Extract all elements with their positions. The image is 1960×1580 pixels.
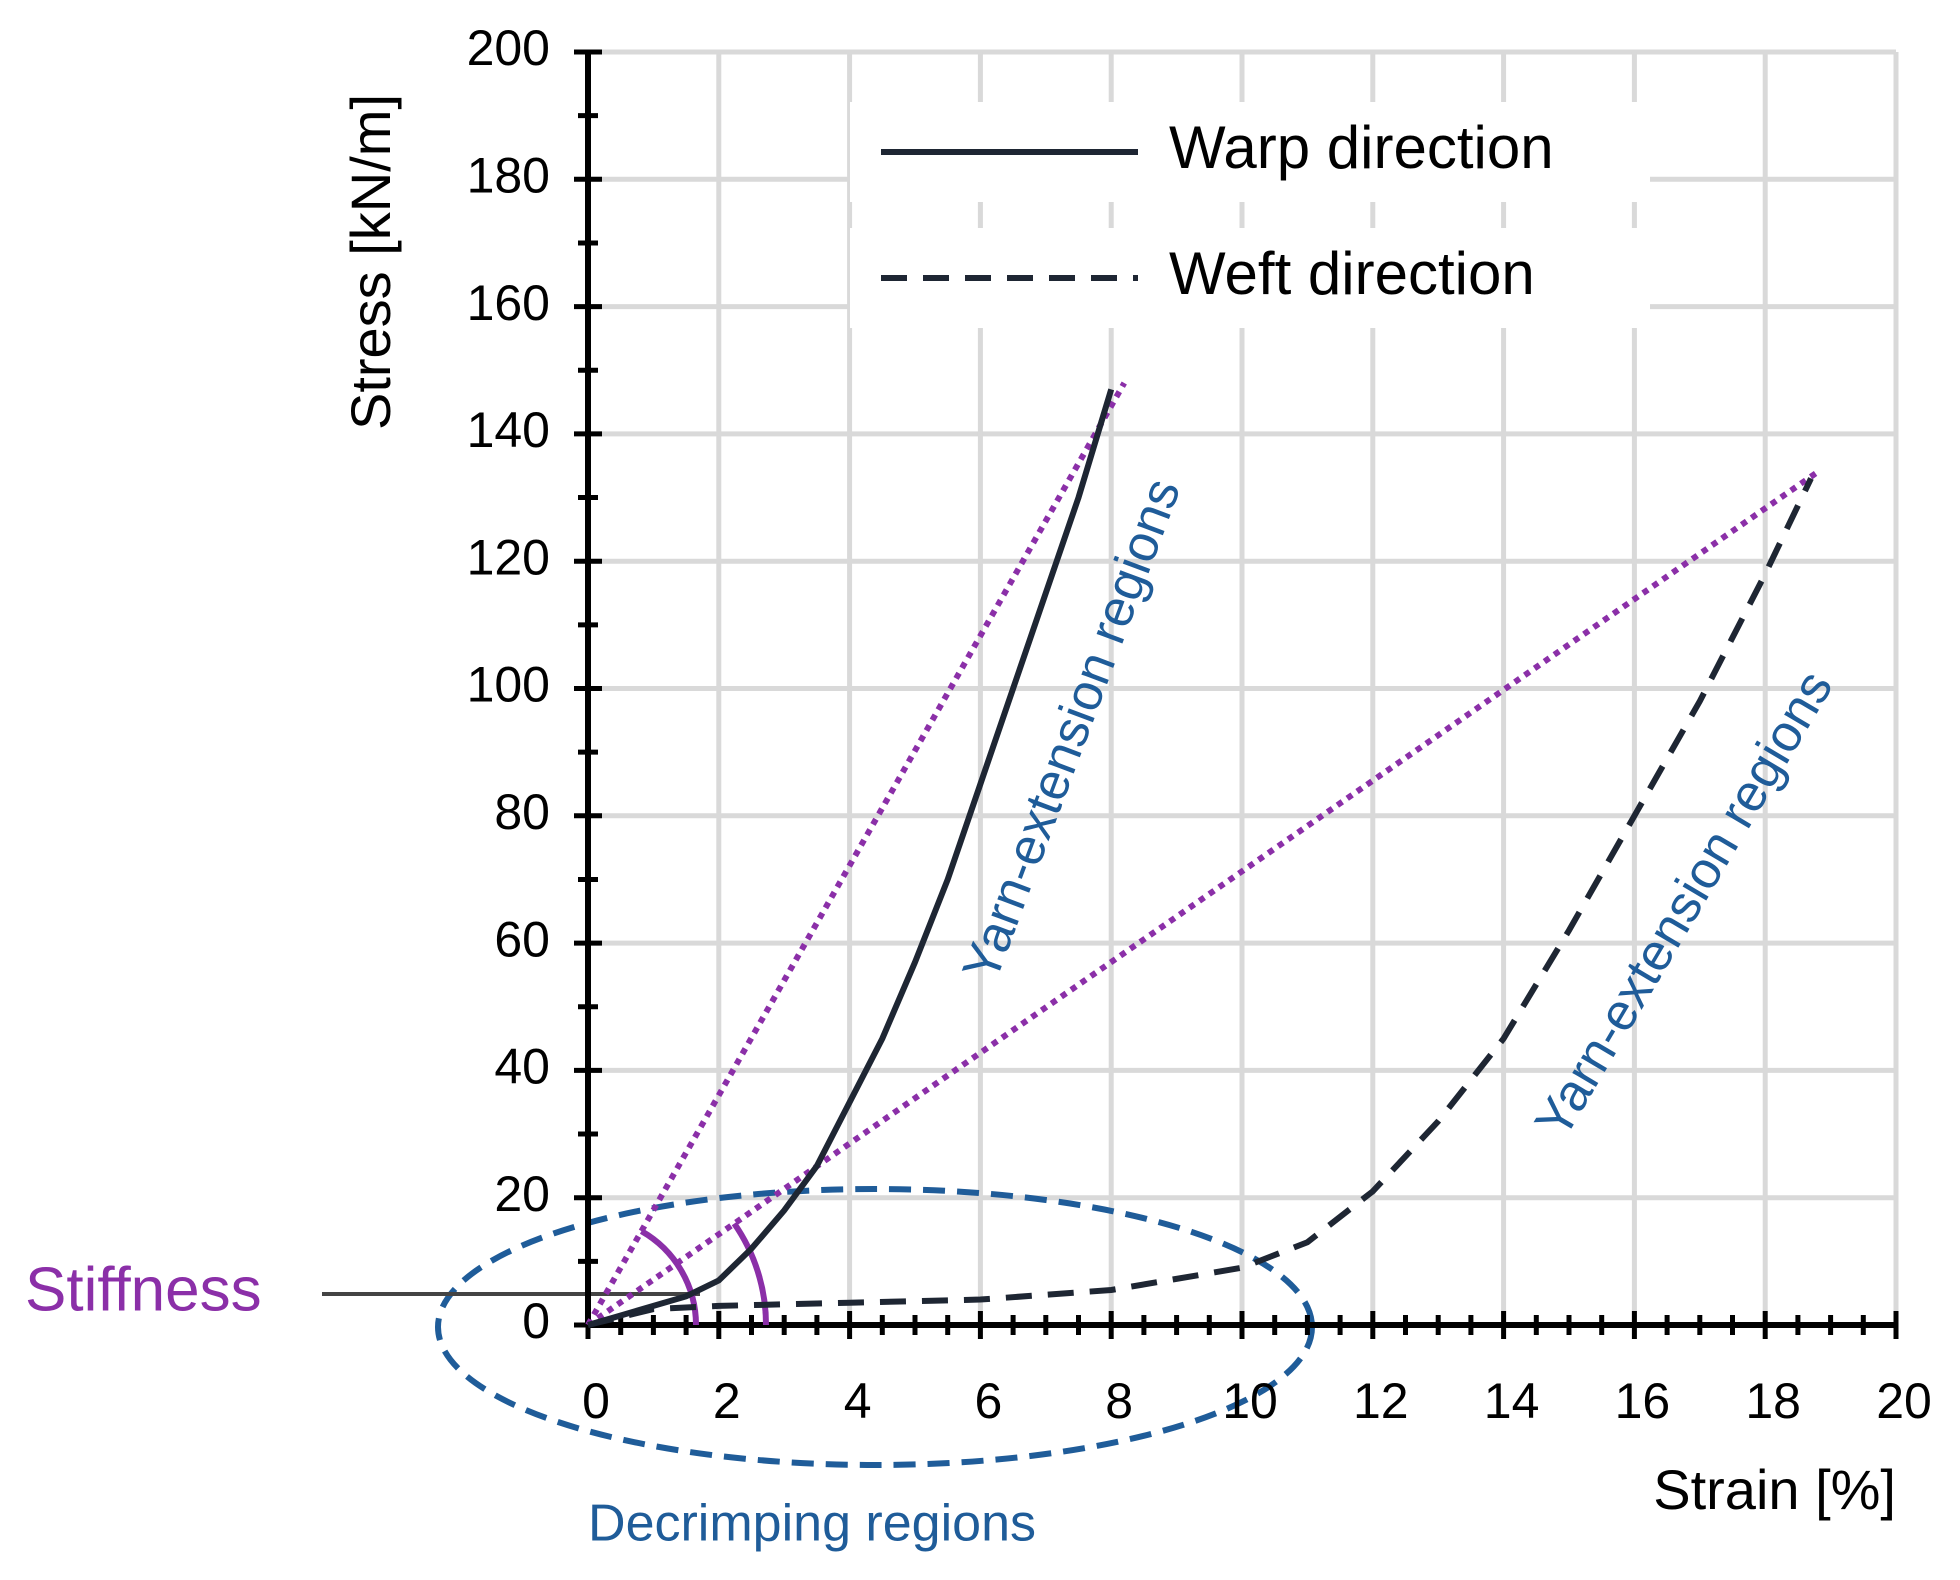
x-tick-label: 8 bbox=[1105, 1373, 1133, 1429]
y-tick-label: 40 bbox=[494, 1039, 550, 1095]
reference-line bbox=[585, 381, 1127, 1327]
x-tick-label: 4 bbox=[844, 1373, 872, 1429]
decrimping-label: Decrimping regions bbox=[588, 1495, 1036, 1553]
y-tick-label: 20 bbox=[494, 1166, 550, 1222]
x-tick-label: 6 bbox=[974, 1373, 1002, 1429]
series-line bbox=[587, 388, 1115, 1328]
x-axis-title: Strain [%] bbox=[1653, 1458, 1896, 1521]
x-tick-label: 10 bbox=[1222, 1373, 1278, 1429]
series-line bbox=[587, 477, 1814, 1328]
reference-line bbox=[586, 469, 1820, 1328]
y-tick-label: 200 bbox=[467, 20, 550, 76]
y-tick-label: 120 bbox=[467, 529, 550, 585]
x-tick-label: 12 bbox=[1353, 1373, 1409, 1429]
y-tick-label: 160 bbox=[467, 275, 550, 331]
legend-label: Weft direction bbox=[1169, 240, 1535, 307]
stiffness-arc bbox=[731, 1221, 769, 1326]
x-tick-label: 2 bbox=[713, 1373, 741, 1429]
y-tick-label: 0 bbox=[522, 1293, 550, 1349]
x-tick-label: 16 bbox=[1615, 1373, 1671, 1429]
stiffness-arc bbox=[639, 1228, 699, 1326]
y-tick-label: 100 bbox=[467, 657, 550, 713]
warp-region-label: Yarn-extension regions bbox=[952, 471, 1192, 989]
x-tick-label: 18 bbox=[1745, 1373, 1801, 1429]
y-tick-label: 80 bbox=[494, 784, 550, 840]
y-tick-label: 60 bbox=[494, 911, 550, 967]
y-axis-title: Stress [kN/m] bbox=[339, 94, 402, 430]
y-tick-label: 180 bbox=[467, 148, 550, 204]
stiffness-label: Stiffness bbox=[25, 1255, 262, 1324]
legend-label: Warp direction bbox=[1169, 114, 1554, 181]
x-tick-label: 14 bbox=[1484, 1373, 1540, 1429]
x-tick-label: 20 bbox=[1876, 1373, 1932, 1429]
y-tick-label: 140 bbox=[467, 402, 550, 458]
x-tick-label: 0 bbox=[582, 1373, 610, 1429]
